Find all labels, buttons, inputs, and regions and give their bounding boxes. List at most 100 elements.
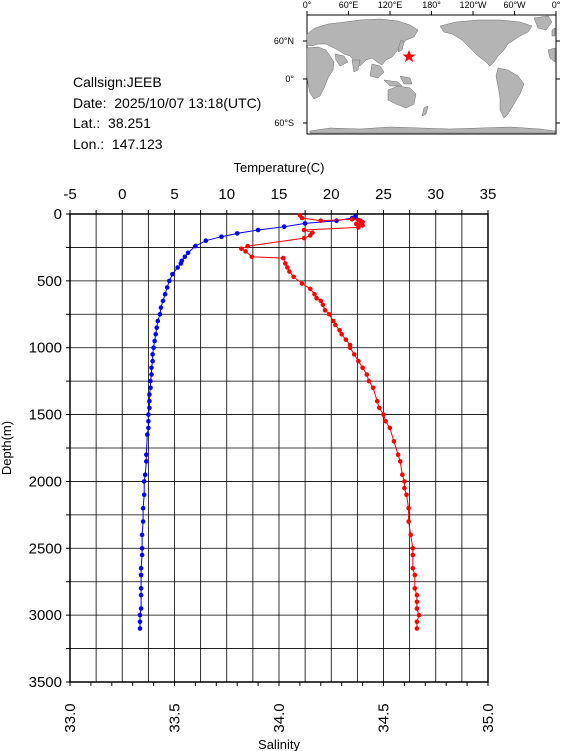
temperature-data-point — [139, 532, 145, 538]
salinity-tick-label: 34.5 — [376, 703, 393, 732]
temperature-data-point — [302, 221, 308, 226]
map-lon-label: 120°W — [459, 0, 487, 10]
map-ticks — [303, 11, 560, 124]
salinity-data-point — [243, 249, 248, 254]
lat-label: Lat.: — [73, 115, 101, 131]
land-greenland — [533, 15, 553, 31]
temperature-data-point — [139, 546, 145, 551]
land-antarctica — [309, 126, 556, 134]
salinity-data-point — [412, 572, 418, 578]
salinity-data-point — [356, 225, 361, 230]
temperature-data-point — [146, 425, 151, 431]
temperature-data-point — [182, 254, 188, 260]
land-west-africa-edge — [547, 47, 556, 63]
depth-tick-label: 3500 — [29, 674, 62, 691]
land-eurasia — [306, 18, 419, 67]
salinity-data-point — [318, 218, 324, 223]
salinity-tick-label: 33.5 — [167, 703, 184, 732]
temperature-data-point — [146, 419, 151, 424]
temperature-data-point — [334, 218, 339, 223]
temperature-data-point — [152, 338, 157, 344]
salinity-data-point — [287, 269, 292, 274]
salinity-data-point — [374, 398, 380, 404]
temperature-data-point — [142, 472, 148, 478]
lat-row: Lat.: 38.251 — [73, 113, 261, 134]
salinity-data-point — [410, 566, 416, 571]
land-arabia — [334, 53, 349, 67]
temperature-tick-label: 5 — [170, 186, 178, 203]
callsign-label: Callsign: — [73, 74, 127, 90]
salinity-data-point — [299, 215, 305, 221]
temperature-data-point — [138, 586, 144, 591]
salinity-data-point — [402, 479, 407, 484]
salinity-data-point — [360, 365, 365, 371]
land-japan — [397, 39, 405, 53]
land-africa — [306, 46, 335, 100]
map-lat-labels: 60°N 0° 60°S — [274, 36, 295, 128]
salinity-data-point — [312, 291, 317, 297]
depth-tick-label: 1000 — [29, 340, 62, 357]
temperature-data-point — [160, 298, 166, 304]
salinity-data-point — [308, 233, 313, 238]
temperature-data-point — [137, 612, 143, 618]
temperature-tick-label: 35 — [480, 186, 497, 203]
temperature-data-point — [139, 552, 145, 558]
temperature-data-point — [145, 432, 150, 437]
map-land — [306, 15, 556, 134]
salinity-data-point — [400, 472, 405, 478]
map-lon-label: 180° — [422, 0, 441, 10]
temperature-data-point — [151, 345, 156, 351]
salinity-data-point — [356, 358, 361, 364]
lon-label: Lon.: — [73, 135, 105, 152]
salinity-axis-title: Salinity — [258, 737, 300, 751]
temperature-data-point — [140, 505, 146, 511]
salinity-data-point — [406, 505, 411, 511]
salinity-data-point — [249, 254, 255, 260]
temperature-data-point — [178, 261, 184, 266]
salinity-data-point — [381, 412, 386, 417]
temperature-data-point — [147, 392, 152, 397]
salinity-data-point — [391, 439, 397, 444]
land-nz — [421, 105, 429, 117]
depth-tick-label: 1500 — [29, 407, 62, 424]
salinity-profile-line — [240, 214, 420, 629]
temperature-tick-label: 30 — [427, 186, 444, 203]
temperature-data-point — [148, 378, 153, 384]
temperature-data-point — [144, 459, 149, 464]
map-lon-label: 60°W — [503, 0, 526, 10]
temperature-data-point — [150, 352, 155, 357]
temperature-data-point — [146, 412, 151, 417]
salinity-data-point — [318, 298, 324, 304]
temperature-data-point — [148, 385, 153, 391]
temperature-data-point — [155, 318, 161, 324]
plot-series — [137, 213, 422, 631]
date-label: Date: — [73, 94, 107, 111]
salinity-data-point — [377, 405, 382, 411]
temperature-data-point — [162, 291, 168, 297]
salinity-data-point — [414, 599, 420, 605]
salinity-data-point — [326, 312, 332, 317]
temperature-data-point — [138, 572, 144, 578]
lat-value: 38.251 — [108, 115, 151, 131]
land-india — [351, 59, 361, 73]
temperature-data-point — [138, 606, 144, 611]
salinity-data-point — [280, 255, 286, 261]
date-value: 2025/10/07 13:18(UTC) — [114, 94, 262, 111]
temperature-data-point — [149, 372, 154, 377]
temperature-tick-label: 10 — [218, 186, 235, 203]
temperature-data-point — [175, 265, 180, 270]
temperature-data-point — [158, 305, 164, 310]
temperature-data-point — [147, 405, 152, 411]
salinity-data-point — [404, 492, 409, 498]
plot-grid — [69, 213, 489, 683]
temperature-data-point — [140, 519, 146, 524]
map-lat-label: 60°N — [274, 36, 294, 46]
lon-value: 147.123 — [111, 135, 163, 152]
salinity-data-point — [245, 243, 250, 249]
depth-tick-label: 2000 — [29, 473, 62, 490]
salinity-data-point — [360, 223, 365, 228]
salinity-data-point — [351, 352, 357, 357]
depth-tick-label: 3000 — [29, 607, 62, 624]
salinity-data-point — [308, 286, 313, 292]
lon-row: Lon.: 147.123 — [73, 134, 261, 155]
